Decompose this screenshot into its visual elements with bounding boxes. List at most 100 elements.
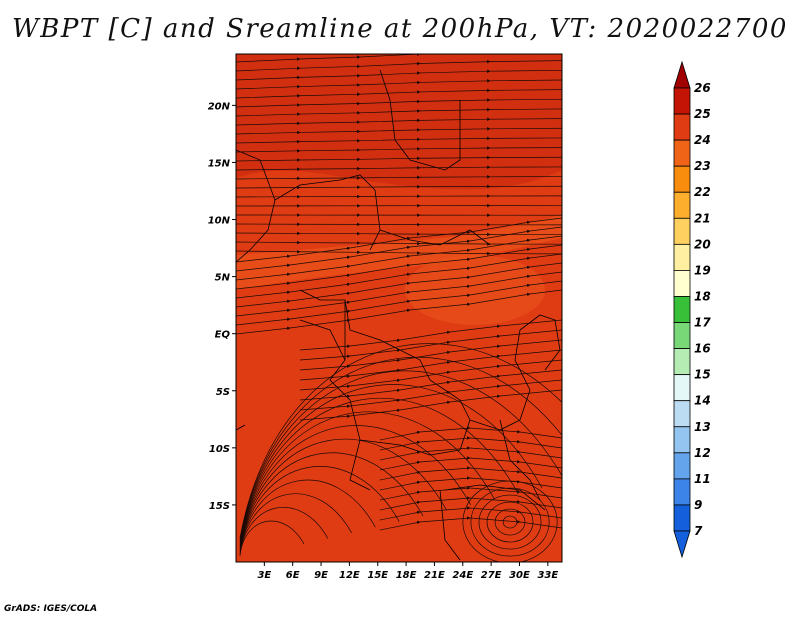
streamline (236, 127, 562, 135)
streamline (239, 343, 562, 538)
streamline (236, 69, 562, 81)
streamline (236, 79, 562, 90)
colorbar-label: 13 (694, 420, 711, 434)
colorbar-swatch (673, 217, 691, 245)
streamline (239, 466, 400, 551)
colorbar-swatch (673, 191, 691, 219)
streamline (236, 155, 562, 162)
streamline (239, 452, 424, 550)
vortex-ring (478, 494, 542, 550)
map-frame (235, 53, 563, 563)
lon-tick-label: 12E (339, 570, 360, 581)
colorbar-swatch (673, 270, 691, 297)
country-boundary (519, 314, 561, 371)
streamline (236, 107, 562, 117)
lat-tick-label: 15S (209, 501, 230, 512)
colorbar-top-arrow (673, 60, 691, 89)
colorbar-swatch (673, 400, 691, 428)
streamline (379, 476, 562, 491)
colorbar-swatch (673, 165, 691, 193)
map-title: WBPT [C] and Sreamline at 200hPa, VT: 20… (12, 14, 788, 44)
streamline (236, 54, 491, 63)
colorbar-swatch (673, 243, 691, 271)
colorbar-swatch (673, 504, 691, 532)
colorbar-swatch (673, 478, 691, 506)
streamline (236, 175, 562, 181)
colorbar-label: 19 (694, 263, 711, 277)
streamline (379, 496, 562, 511)
streamline (379, 486, 562, 501)
colorbar-label: 9 (694, 498, 702, 512)
streamline (236, 136, 562, 144)
longitude-axis: 3E 6E 9E 12E 15E 18E 21E 24E 27E 30E 33E (257, 562, 558, 581)
colorbar-label: 12 (694, 446, 711, 460)
vortex-ring (494, 508, 526, 536)
lat-tick-label: 5N (215, 273, 231, 284)
streamline (236, 88, 562, 99)
lat-tick-label: 15N (208, 158, 231, 169)
colorbar-label: 25 (694, 107, 711, 121)
streamline (379, 506, 562, 521)
colorbar-label: 26 (694, 81, 711, 95)
vortex-ring (486, 501, 534, 543)
colorbar-swatch (673, 322, 691, 349)
streamline (379, 466, 562, 481)
streamline (236, 117, 562, 126)
vortex-ring (462, 480, 558, 562)
colorbar-swatch (673, 426, 691, 454)
cool-patch (405, 255, 545, 325)
streamline (236, 59, 562, 72)
colorbar-label: 16 (694, 342, 711, 356)
colorbar-swatch (673, 113, 691, 141)
lon-tick-label: 18E (396, 570, 417, 581)
lon-tick-label: 9E (314, 570, 328, 581)
streamline (239, 356, 562, 540)
colorbar-label: 7 (694, 524, 703, 538)
lon-tick-label: 33E (537, 570, 558, 581)
colorbar-label: 24 (694, 133, 711, 147)
colorbar-swatch (673, 348, 691, 376)
map-area (236, 54, 562, 562)
lat-tick-label: 20N (208, 101, 231, 112)
streamline (239, 520, 305, 557)
colorbar-label: 20 (694, 237, 711, 251)
vortex-ring (502, 515, 518, 529)
streamline (239, 479, 376, 552)
latitude-axis: 20N 15N 10N 5N EQ 5S 10S 15S (208, 101, 236, 512)
colorbar-swatch (673, 139, 691, 167)
streamline (236, 165, 562, 171)
lon-tick-label: 27E (481, 570, 502, 581)
streamline (379, 456, 562, 471)
lon-tick-label: 6E (286, 570, 300, 581)
streamline (236, 98, 562, 108)
colorbar-swatch (673, 452, 691, 480)
colorbar-label: 14 (694, 394, 711, 408)
streamline (236, 194, 562, 199)
colorbar-label: 18 (694, 289, 711, 303)
lon-tick-label: 3E (257, 570, 271, 581)
streamlines (236, 54, 562, 562)
colorbar-label: 21 (694, 211, 711, 225)
lat-tick-label: EQ (215, 330, 231, 341)
vortex-ring (470, 487, 550, 557)
grads-credit: GrADS: IGES/COLA (4, 604, 98, 614)
colorbar-label: 22 (694, 185, 711, 199)
lon-tick-label: 24E (452, 570, 473, 581)
streamline (379, 436, 562, 451)
streamline (236, 146, 562, 153)
streamline (239, 493, 352, 554)
streamline (379, 446, 562, 461)
colorbar-label: 15 (694, 368, 711, 382)
colorbar-swatch (673, 374, 691, 402)
streamline (239, 507, 329, 555)
colorbar: 26 25 24 23 22 21 20 19 18 17 16 15 14 13 12 11 9 7 (673, 60, 711, 559)
colorbar-label: 17 (694, 316, 711, 330)
lon-tick-label: 30E (509, 570, 530, 581)
lat-tick-label: 10S (209, 444, 230, 455)
streamline (239, 370, 562, 541)
colorbar-label: 11 (694, 472, 711, 486)
lat-tick-label: 5S (216, 387, 230, 398)
streamline (379, 426, 562, 441)
colorbar-label: 23 (694, 159, 711, 173)
